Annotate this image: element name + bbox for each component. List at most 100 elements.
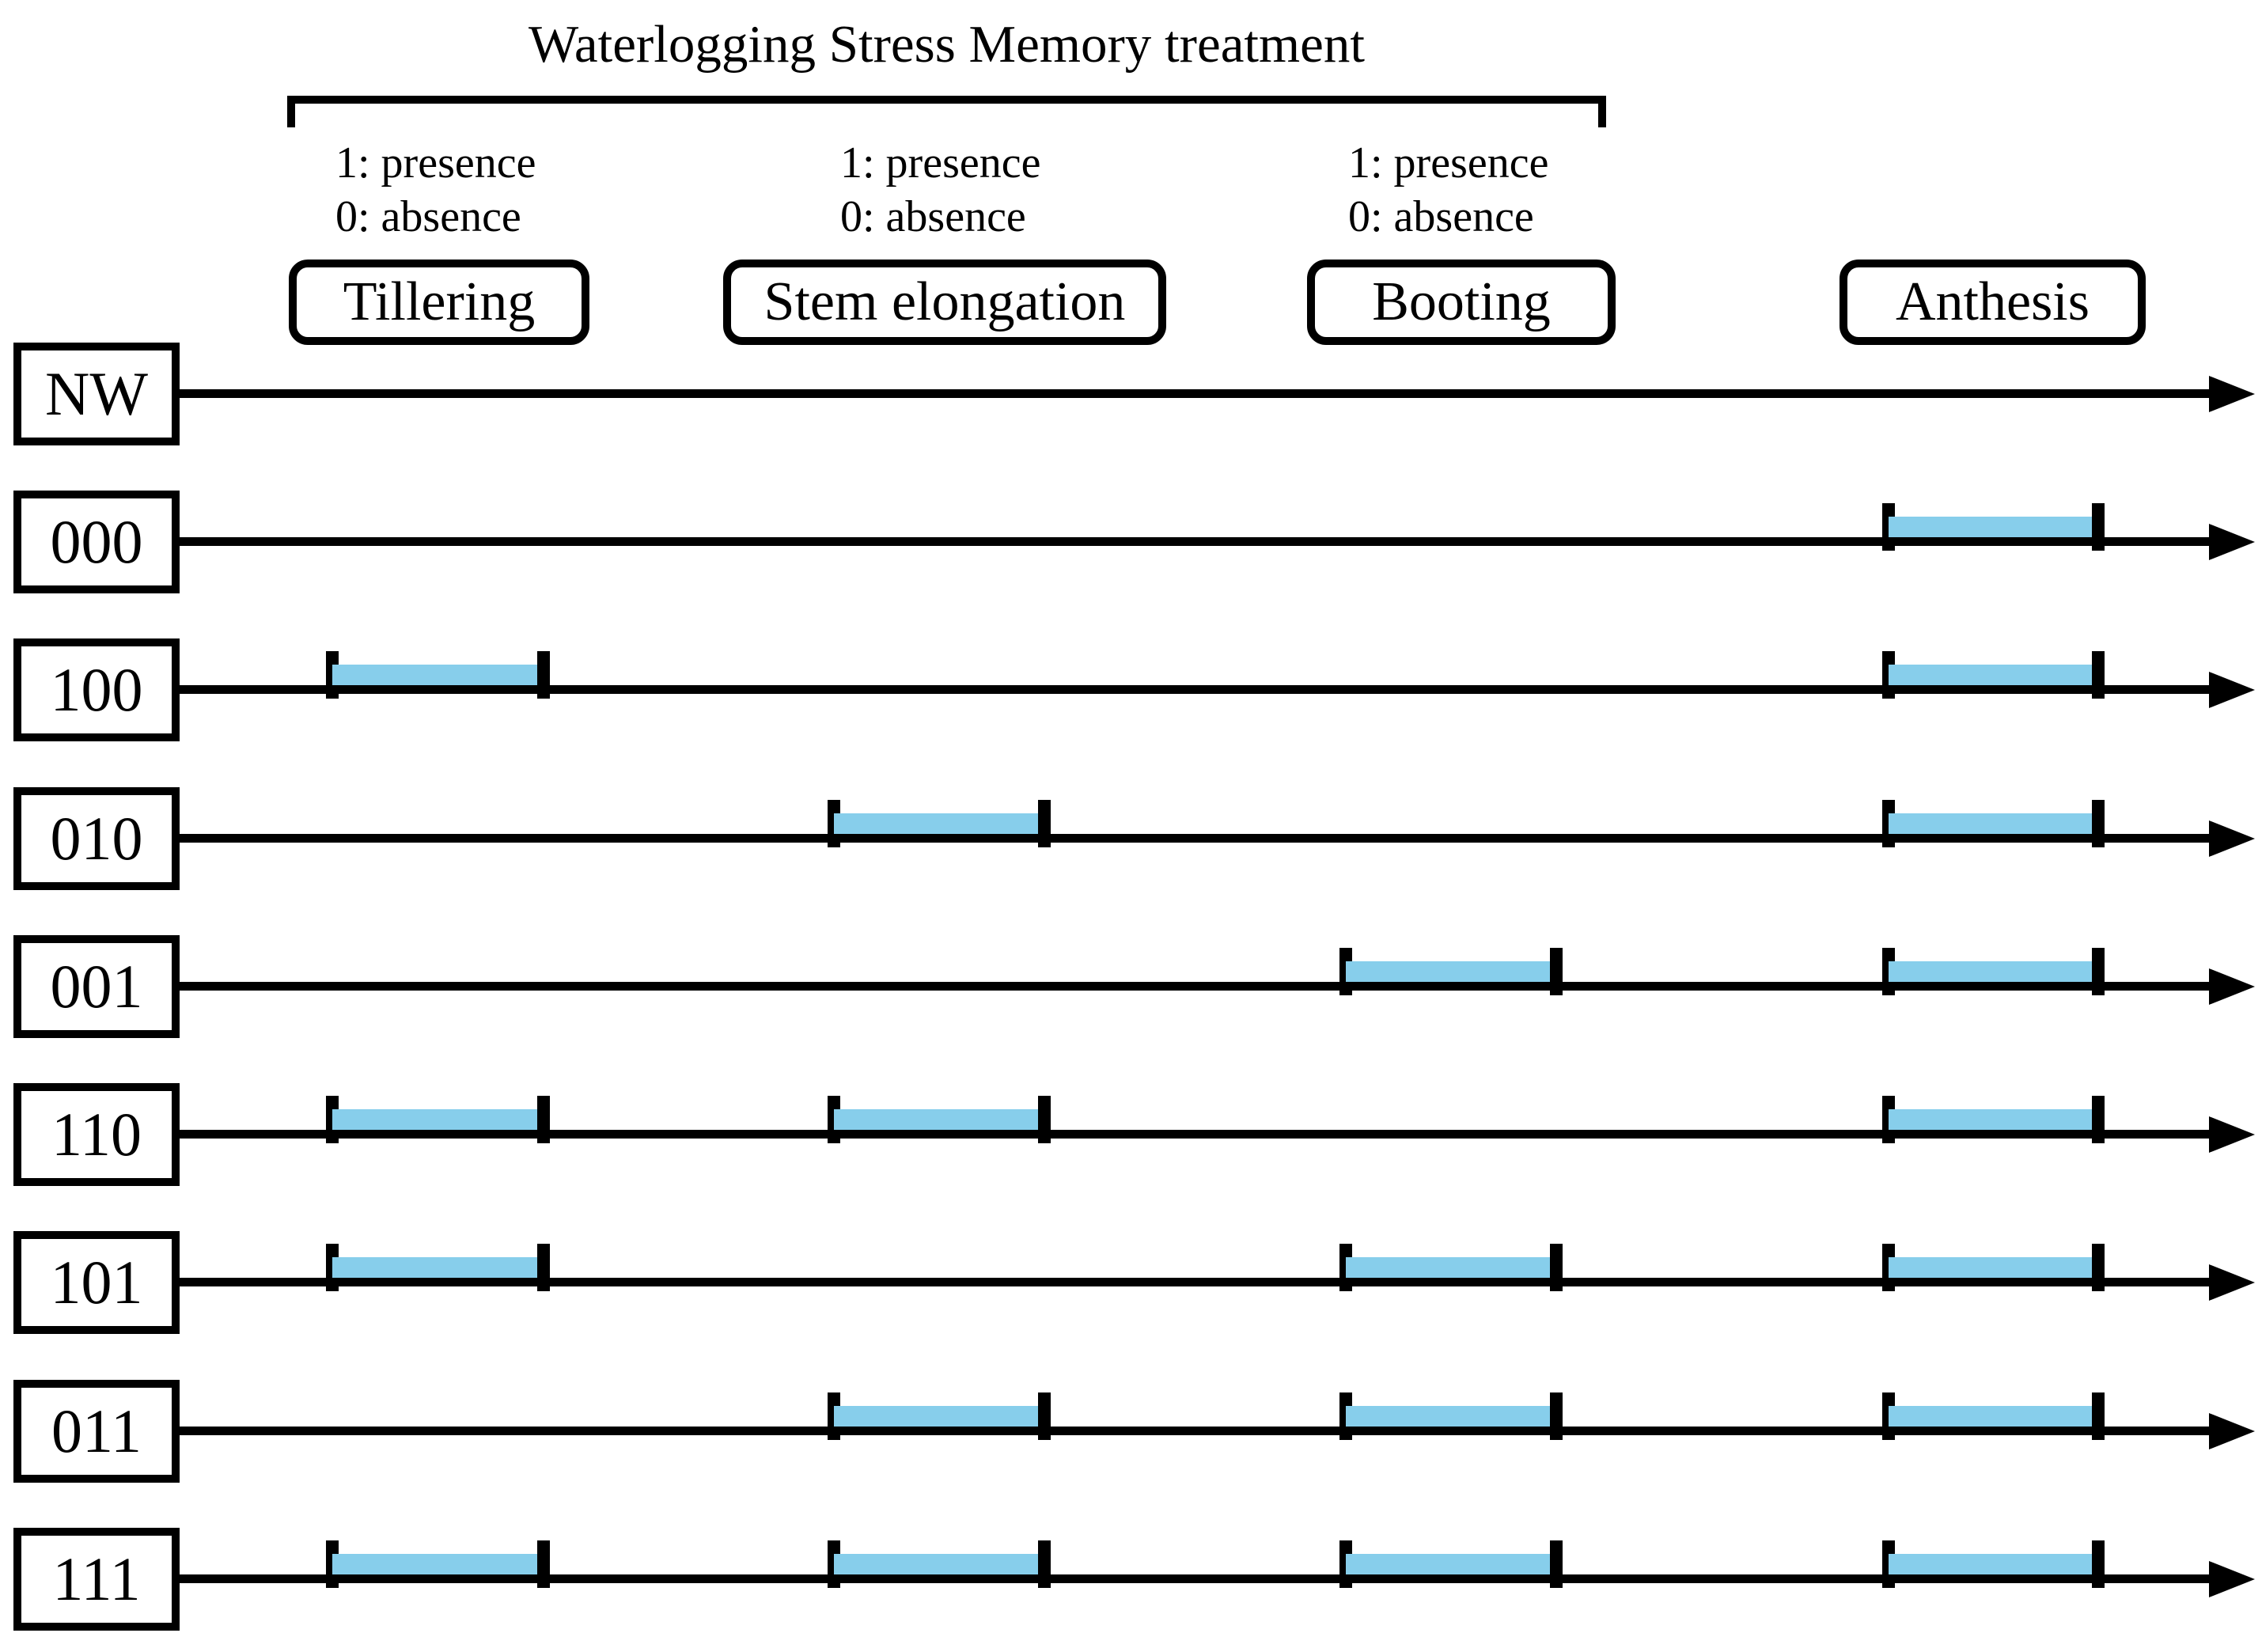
treatment-code-box: 101 (13, 1231, 180, 1334)
stress-end-tick (2092, 1392, 2105, 1440)
presence-legend-tillering: 1: presence 0: absence (335, 136, 536, 244)
timeline-axis (180, 834, 2215, 843)
waterlogging-bar (834, 813, 1044, 834)
stress-bar-stem-elongation (828, 1528, 1051, 1631)
legend-line-presence: 1: presence (1348, 138, 1549, 188)
presence-legend-booting: 1: presence 0: absence (1348, 136, 1548, 244)
stress-end-tick (2092, 503, 2105, 551)
stress-end-tick (2092, 1540, 2105, 1588)
treatment-code-box: 010 (13, 787, 180, 890)
waterlogging-bar (1889, 813, 2098, 834)
stress-end-tick (1038, 1540, 1051, 1588)
arrowhead-icon (2209, 672, 2255, 708)
stress-end-tick (1038, 1096, 1051, 1143)
stress-bar-stem-elongation (828, 1083, 1051, 1186)
stress-end-tick (1038, 1392, 1051, 1440)
treatment-code: 111 (52, 1544, 141, 1613)
stress-bar-anthesis (1882, 1083, 2105, 1186)
treatment-code-box: 011 (13, 1380, 180, 1483)
waterlogging-bar (1889, 961, 2098, 982)
treatment-code: 011 (51, 1396, 142, 1465)
legend-line-absence: 0: absence (335, 192, 521, 241)
stress-end-tick (537, 1244, 550, 1291)
timeline-axis (180, 1574, 2215, 1583)
stress-bar-anthesis (1882, 787, 2105, 890)
timeline-row-001: 001 (0, 935, 2262, 1038)
treatment-code: 110 (51, 1100, 142, 1169)
timeline-axis (180, 1278, 2215, 1286)
treatment-code-box: 000 (13, 491, 180, 593)
treatment-bracket-line (287, 96, 1606, 104)
arrowhead-icon (2209, 1264, 2255, 1301)
legend-line-presence: 1: presence (335, 138, 536, 188)
waterlogging-bar (834, 1554, 1044, 1574)
timeline-row-101: 101 (0, 1231, 2262, 1334)
timeline-row-nw: NW (0, 343, 2262, 445)
stress-end-tick (2092, 1244, 2105, 1291)
treatment-code: NW (45, 359, 148, 428)
stress-end-tick (1550, 948, 1563, 995)
stress-bar-anthesis (1882, 1380, 2105, 1483)
timeline-row-010: 010 (0, 787, 2262, 890)
arrowhead-icon (2209, 1413, 2255, 1449)
treatment-code-box: 111 (13, 1528, 180, 1631)
treatment-code: 010 (50, 804, 143, 873)
stress-bar-anthesis (1882, 638, 2105, 741)
waterlogging-bar (1889, 1257, 2098, 1278)
stress-bar-tillering (326, 1083, 550, 1186)
treatment-bracket-left-tick (287, 96, 295, 127)
treatment-code: 100 (50, 655, 143, 724)
stress-end-tick (2092, 800, 2105, 847)
stress-end-tick (2092, 651, 2105, 699)
timeline-row-110: 110 (0, 1083, 2262, 1186)
waterlogging-bar (834, 1406, 1044, 1427)
figure-title: Waterlogging Stress Memory treatment (528, 15, 1366, 74)
presence-legend-stem-elongation: 1: presence 0: absence (840, 136, 1040, 244)
stress-end-tick (537, 651, 550, 699)
arrowhead-icon (2209, 968, 2255, 1005)
waterlogging-bar (1889, 665, 2098, 685)
stage-box-tillering: Tillering (289, 260, 589, 345)
arrowhead-icon (2209, 1561, 2255, 1597)
stress-end-tick (537, 1540, 550, 1588)
timeline-row-000: 000 (0, 491, 2262, 593)
stress-end-tick (2092, 1096, 2105, 1143)
waterlogging-bar (834, 1109, 1044, 1130)
stress-bar-stem-elongation (828, 787, 1051, 890)
waterlogging-bar (332, 665, 544, 685)
stress-bar-anthesis (1882, 935, 2105, 1038)
arrowhead-icon (2209, 524, 2255, 560)
stress-bar-anthesis (1882, 491, 2105, 593)
waterlogging-bar (332, 1109, 544, 1130)
treatment-code-box: 100 (13, 638, 180, 741)
arrowhead-icon (2209, 820, 2255, 857)
stress-bar-booting (1339, 1528, 1563, 1631)
timeline-axis (180, 982, 2215, 991)
waterlogging-bar (1889, 517, 2098, 537)
treatment-code: 001 (50, 952, 143, 1021)
stress-bar-anthesis (1882, 1528, 2105, 1631)
treatment-code-box: 001 (13, 935, 180, 1038)
stage-box-booting: Booting (1307, 260, 1616, 345)
arrowhead-icon (2209, 376, 2255, 412)
stage-box-anthesis: Anthesis (1840, 260, 2146, 345)
stress-bar-tillering (326, 638, 550, 741)
stress-bar-tillering (326, 1231, 550, 1334)
timeline-axis (180, 389, 2215, 398)
timeline-axis (180, 1427, 2215, 1435)
waterlogging-bar (1889, 1109, 2098, 1130)
waterlogging-bar (1346, 1257, 1556, 1278)
waterlogging-bar (1889, 1554, 2098, 1574)
treatment-code: 101 (50, 1248, 143, 1317)
stage-box-stem-elongation: Stem elongation (723, 260, 1166, 345)
treatment-code-box: NW (13, 343, 180, 445)
treatment-code-box: 110 (13, 1083, 180, 1186)
timeline-axis (180, 685, 2215, 694)
stress-end-tick (2092, 948, 2105, 995)
arrowhead-icon (2209, 1116, 2255, 1153)
timeline-axis (180, 537, 2215, 546)
legend-line-absence: 0: absence (1348, 192, 1534, 241)
stress-end-tick (1550, 1244, 1563, 1291)
stress-end-tick (1550, 1392, 1563, 1440)
